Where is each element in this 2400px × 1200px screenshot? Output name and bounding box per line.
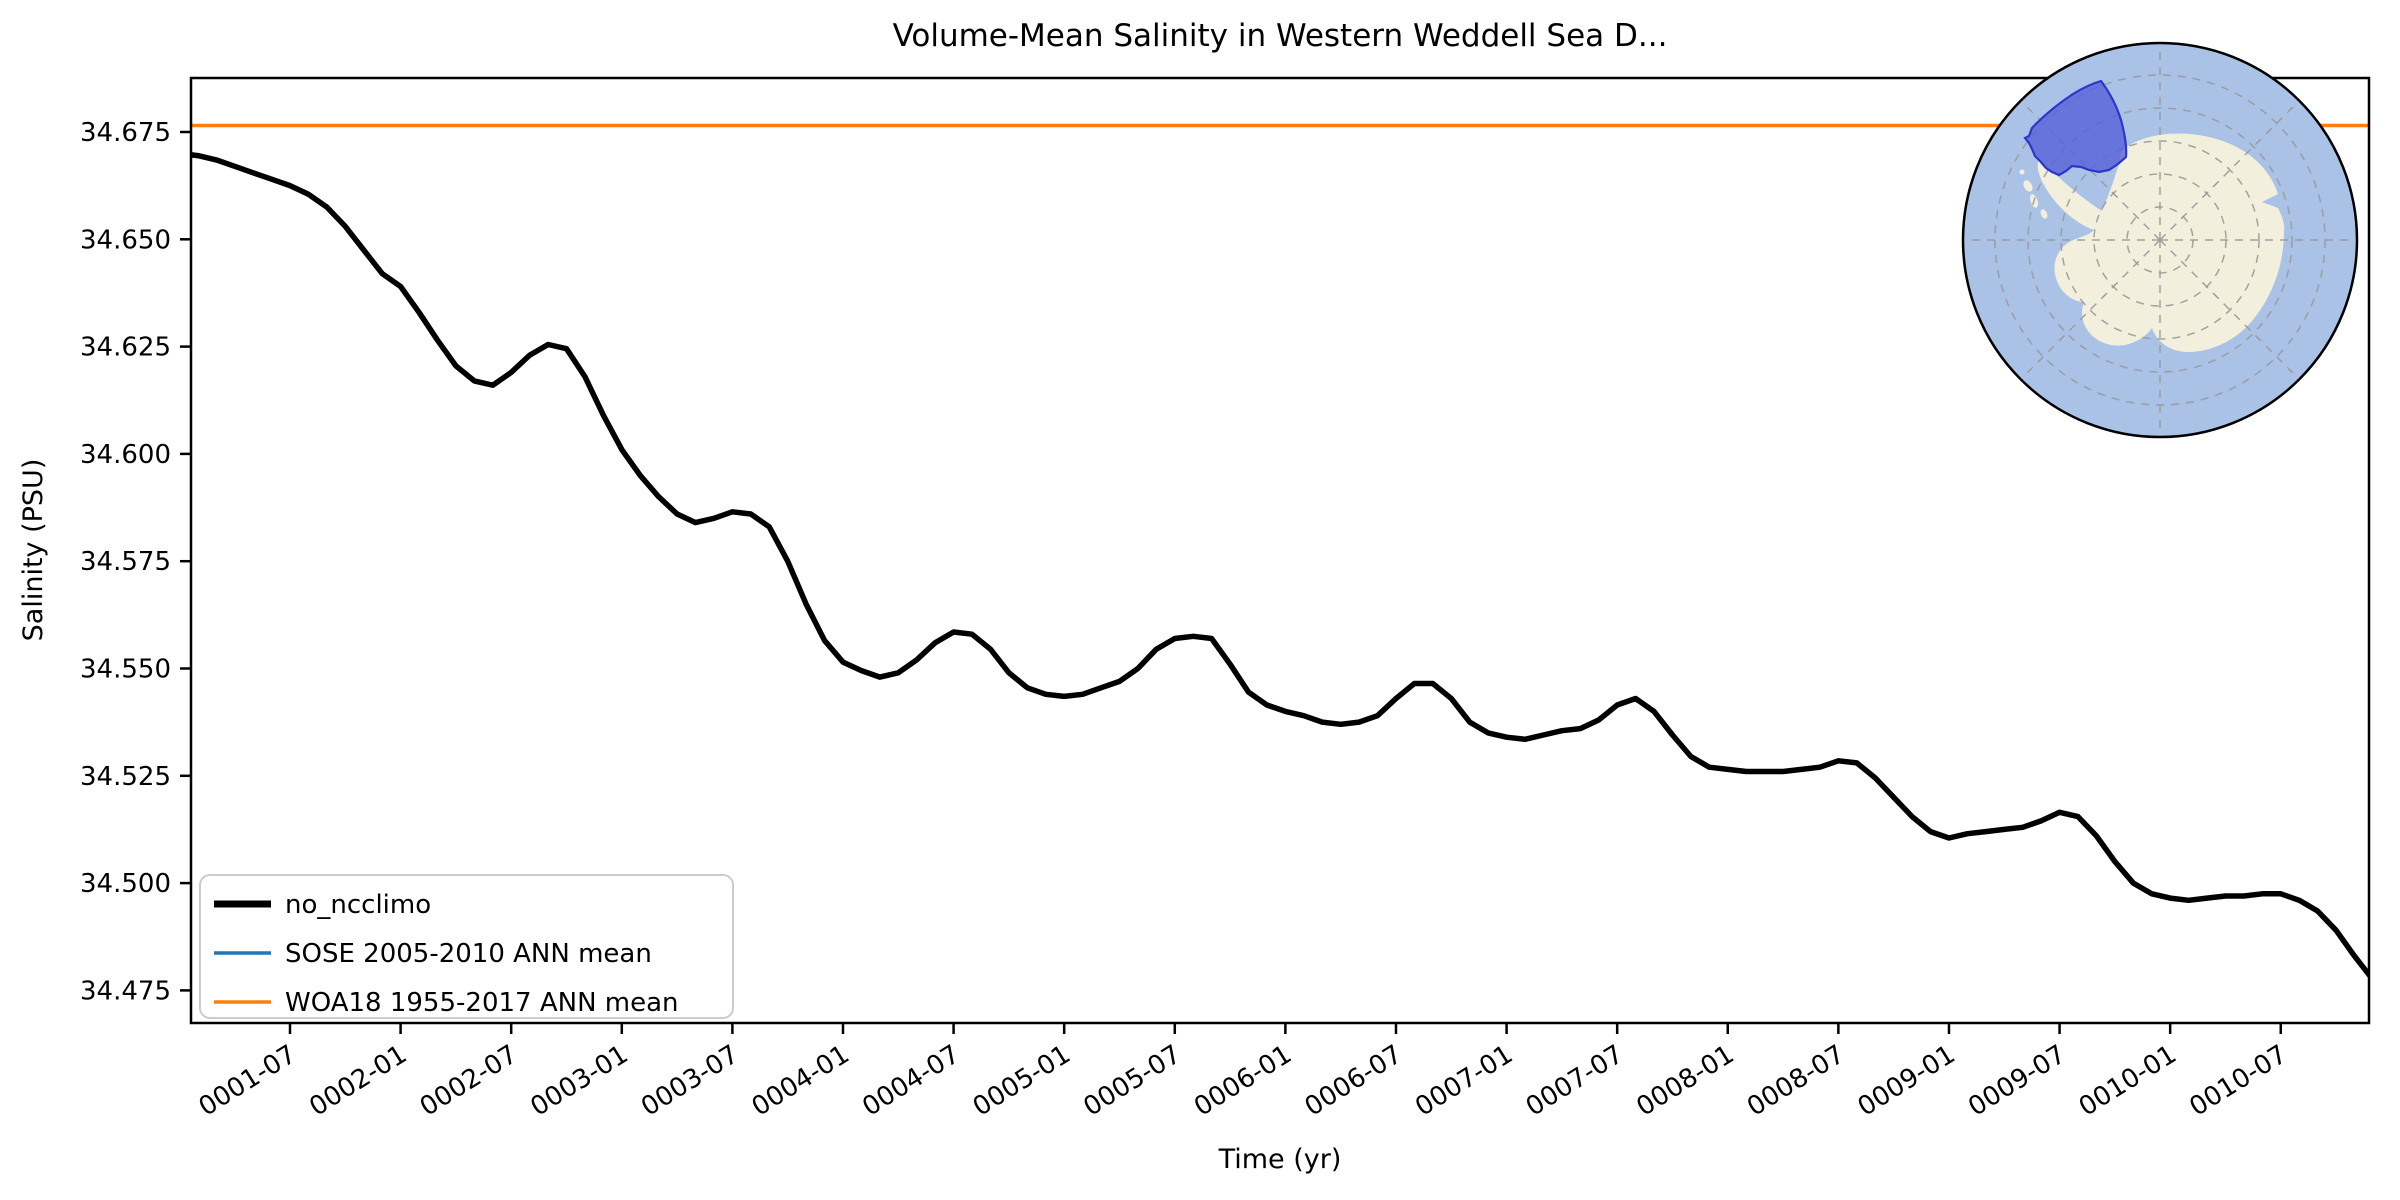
legend: no_ncclimo SOSE 2005-2010 ANN mean WOA18 1… [199, 874, 734, 1019]
graticule-meridian [2020, 239, 2161, 380]
x-tick-label: 0003-01 [525, 1039, 633, 1122]
graticule-meridian [2159, 100, 2300, 241]
legend-entry-label: no_ncclimo [285, 890, 431, 920]
y-tick-label: 34.500 [80, 869, 171, 899]
y-tick-label: 34.575 [80, 547, 171, 577]
x-tick-label: 0005-07 [1078, 1039, 1186, 1122]
x-tick-label: 0008-01 [1631, 1039, 1739, 1122]
x-tick-label: 0008-07 [1742, 1039, 1850, 1122]
y-axis-label: Salinity (PSU) [18, 459, 49, 642]
x-axis-ticks: 0001-07 0002-01 0002-07 0003-01 0003-07 0004-… [194, 1023, 2292, 1123]
antarctica-inset-map [1961, 41, 2359, 439]
graticule-parallel [2027, 107, 2293, 373]
y-tick-label: 34.625 [80, 333, 171, 363]
x-tick-label: 0009-07 [1963, 1039, 2071, 1122]
legend-entry-label: SOSE 2005-2010 ANN mean [285, 939, 652, 969]
y-tick-label: 34.650 [80, 225, 171, 255]
x-tick-label: 0002-01 [304, 1039, 412, 1122]
peninsula-island [2040, 209, 2048, 219]
x-tick-label: 0005-01 [968, 1039, 1076, 1122]
y-tick-label: 34.600 [80, 440, 171, 470]
x-tick-label: 0002-07 [415, 1039, 523, 1122]
inset-map-land-group [2019, 133, 2285, 352]
y-tick-label: 34.550 [80, 655, 171, 685]
x-tick-label: 0010-01 [2074, 1039, 2182, 1122]
weddell-region-polygon [2023, 79, 2128, 177]
peninsula-island [2023, 180, 2033, 192]
x-tick-label: 0001-07 [194, 1039, 302, 1122]
x-tick-label: 0003-07 [636, 1039, 744, 1122]
no_ncclimo-line [191, 152, 2369, 980]
x-tick-label: 0004-07 [857, 1039, 965, 1122]
x-tick-label: 0007-07 [1521, 1039, 1629, 1122]
x-tick-label: 0009-01 [1853, 1039, 1961, 1122]
legend-box [199, 874, 734, 1019]
antarctica-landmass [2037, 133, 2285, 352]
x-tick-label: 0006-07 [1300, 1039, 1408, 1122]
graticule [1964, 44, 2356, 436]
graticule-meridian [2159, 239, 2300, 380]
x-tick-label: 0004-01 [747, 1039, 855, 1122]
y-tick-label: 34.675 [80, 118, 171, 148]
x-tick-label: 0010-07 [2184, 1039, 2292, 1122]
peninsula-island [2019, 169, 2025, 175]
x-axis-label: Time (yr) [1218, 1144, 1342, 1175]
x-tick-label: 0007-01 [1410, 1039, 1518, 1122]
axes-frame [189, 76, 2371, 1025]
y-tick-label: 34.525 [80, 762, 171, 792]
x-tick-label: 0006-01 [1189, 1039, 1297, 1122]
graticule-parallel [2060, 140, 2260, 340]
y-tick-label: 34.475 [80, 976, 171, 1006]
chart-title: Volume-Mean Salinity in Western Weddell … [893, 18, 1668, 54]
legend-entry-label: WOA18 1955-2017 ANN mean [285, 988, 679, 1018]
y-axis-ticks: 34.675 34.650 34.625 34.600 34.575 34.550 34.5… [80, 118, 191, 1006]
